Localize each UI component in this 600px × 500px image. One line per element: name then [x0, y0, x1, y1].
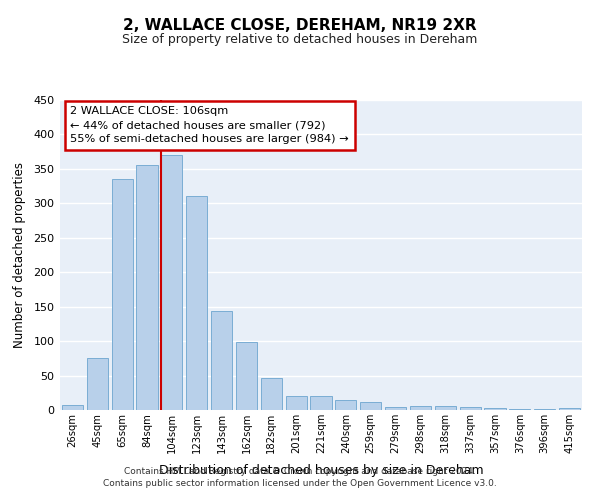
Text: Contains HM Land Registry data © Crown copyright and database right 2024.: Contains HM Land Registry data © Crown c…: [124, 467, 476, 476]
Bar: [360, 402, 381, 410]
Bar: [261, 378, 282, 410]
Bar: [286, 396, 307, 410]
Bar: [385, 407, 406, 410]
Bar: [310, 396, 332, 410]
Text: 2, WALLACE CLOSE, DEREHAM, NR19 2XR: 2, WALLACE CLOSE, DEREHAM, NR19 2XR: [123, 18, 477, 32]
Bar: [87, 358, 108, 410]
Text: Size of property relative to detached houses in Dereham: Size of property relative to detached ho…: [122, 32, 478, 46]
Bar: [136, 166, 158, 410]
Text: Contains public sector information licensed under the Open Government Licence v3: Contains public sector information licen…: [103, 478, 497, 488]
Y-axis label: Number of detached properties: Number of detached properties: [13, 162, 26, 348]
Bar: [559, 408, 580, 410]
Bar: [236, 342, 257, 410]
X-axis label: Distribution of detached houses by size in Dereham: Distribution of detached houses by size …: [158, 464, 484, 477]
Bar: [62, 405, 83, 410]
Text: 2 WALLACE CLOSE: 106sqm
← 44% of detached houses are smaller (792)
55% of semi-d: 2 WALLACE CLOSE: 106sqm ← 44% of detache…: [70, 106, 349, 144]
Bar: [186, 196, 207, 410]
Bar: [410, 406, 431, 410]
Bar: [435, 406, 456, 410]
Bar: [211, 312, 232, 410]
Bar: [161, 155, 182, 410]
Bar: [112, 179, 133, 410]
Bar: [335, 400, 356, 410]
Bar: [460, 407, 481, 410]
Bar: [484, 408, 506, 410]
